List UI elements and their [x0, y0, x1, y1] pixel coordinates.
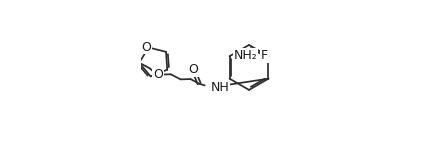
Text: O: O [153, 68, 163, 81]
Text: NH₂: NH₂ [233, 49, 257, 62]
Text: F: F [260, 49, 268, 62]
Text: O: O [188, 63, 198, 76]
Text: NH: NH [210, 81, 229, 94]
Text: O: O [141, 41, 151, 54]
